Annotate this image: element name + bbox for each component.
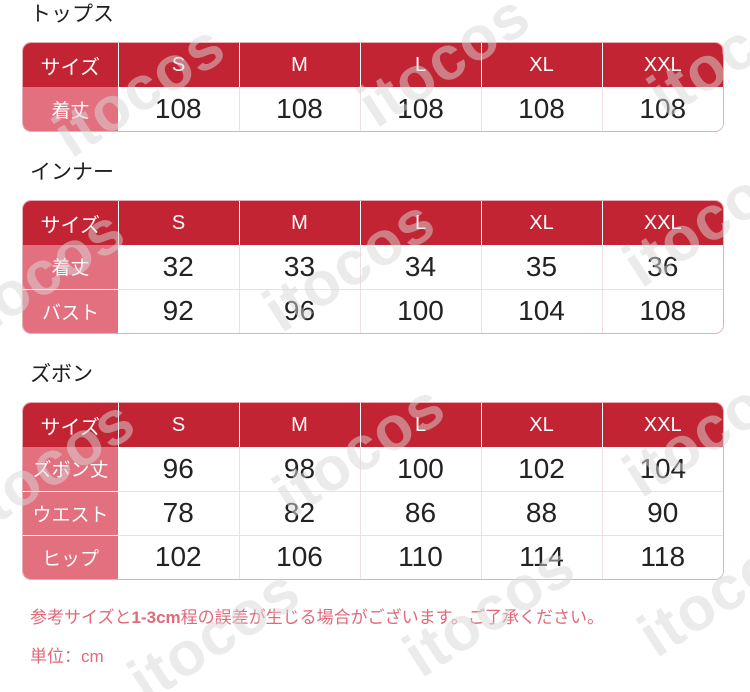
section-title-inner: インナー xyxy=(30,161,114,184)
size-table-inner: サイズ S M L XL XXL 着丈 32 33 34 35 xyxy=(22,200,724,334)
disclaimer-tolerance: 1-3cm xyxy=(131,608,181,627)
size-table: サイズ S M L XL XXL ズボン丈 96 98 100 102 xyxy=(23,403,723,579)
size-chart-page: トップス サイズ S M L XL XXL 着丈 xyxy=(0,0,750,668)
size-value-cell: 82 xyxy=(238,490,360,535)
size-value-cell: 108 xyxy=(601,288,723,333)
footer-notes: 参考サイズと1-3cm程の誤差が生じる場合がございます。ご了承ください。 単位：… xyxy=(30,607,750,668)
size-column-header: XL xyxy=(480,403,602,447)
size-value-cell: 104 xyxy=(601,447,723,491)
size-value-cell: 108 xyxy=(601,87,723,131)
size-value-cell: 96 xyxy=(118,447,239,491)
size-value-cell: 106 xyxy=(238,534,360,579)
size-table: サイズ S M L XL XXL 着丈 108 108 108 108 xyxy=(23,43,723,131)
size-section-tops: トップス サイズ S M L XL XXL 着丈 xyxy=(0,0,750,132)
size-value-cell: 108 xyxy=(238,87,360,131)
disclaimer-prefix: 参考サイズと xyxy=(30,608,132,627)
table-header-row: サイズ S M L XL XXL xyxy=(23,403,723,447)
size-column-header: S xyxy=(117,201,239,245)
section-title-tops: トップス xyxy=(30,3,114,26)
table-row: ヒップ 102 106 110 114 118 xyxy=(23,534,723,579)
size-column-header: M xyxy=(238,403,360,447)
size-value-cell: 98 xyxy=(238,447,360,491)
disclaimer-note: 参考サイズと1-3cm程の誤差が生じる場合がございます。ご了承ください。 xyxy=(30,607,750,629)
size-section-pants: ズボン サイズ S M L XL XXL ズボン丈 xyxy=(0,334,750,580)
table-row: バスト 92 96 100 104 108 xyxy=(23,288,723,333)
measure-row-label: ズボン丈 xyxy=(23,447,118,491)
size-table-pants: サイズ S M L XL XXL ズボン丈 96 98 100 102 xyxy=(22,402,724,580)
size-value-cell: 110 xyxy=(359,534,481,579)
size-column-header: XXL xyxy=(601,43,723,87)
section-title-pants: ズボン xyxy=(30,363,93,386)
size-value-cell: 35 xyxy=(480,245,602,289)
table-row: ウエスト 78 82 86 88 90 xyxy=(23,490,723,535)
size-label-header-cell: サイズ xyxy=(23,43,118,87)
table-header-row: サイズ S M L XL XXL xyxy=(23,43,723,87)
size-table-tops: サイズ S M L XL XXL 着丈 108 108 108 108 xyxy=(22,42,724,132)
measure-row-label: 着丈 xyxy=(23,245,118,289)
size-value-cell: 102 xyxy=(480,447,602,491)
size-value-cell: 96 xyxy=(238,288,360,333)
size-column-header: S xyxy=(117,403,239,447)
size-column-header: XXL xyxy=(601,403,723,447)
size-value-cell: 34 xyxy=(359,245,481,289)
size-column-header: M xyxy=(238,43,360,87)
measure-row-label: ウエスト xyxy=(23,490,118,535)
unit-note: 単位：cm xyxy=(30,647,104,666)
size-value-cell: 108 xyxy=(480,87,602,131)
measure-row-label: ヒップ xyxy=(23,534,118,579)
size-value-cell: 100 xyxy=(359,447,481,491)
table-row: 着丈 32 33 34 35 36 xyxy=(23,245,723,289)
disclaimer-suffix: 程の誤差が生じる場合がございます。ご了承ください。 xyxy=(180,608,604,627)
size-value-cell: 108 xyxy=(359,87,481,131)
table-row: ズボン丈 96 98 100 102 104 xyxy=(23,447,723,491)
size-value-cell: 90 xyxy=(601,490,723,535)
size-section-inner: インナー サイズ S M L XL XXL 着丈 xyxy=(0,132,750,334)
size-column-header: L xyxy=(359,403,481,447)
size-value-cell: 92 xyxy=(118,288,239,333)
size-column-header: XL xyxy=(480,43,602,87)
size-value-cell: 118 xyxy=(601,534,723,579)
size-table: サイズ S M L XL XXL 着丈 32 33 34 35 xyxy=(23,201,723,333)
size-value-cell: 100 xyxy=(359,288,481,333)
size-column-header: XXL xyxy=(601,201,723,245)
table-row: 着丈 108 108 108 108 108 xyxy=(23,87,723,131)
size-value-cell: 86 xyxy=(359,490,481,535)
size-column-header: L xyxy=(359,43,481,87)
size-value-cell: 32 xyxy=(118,245,239,289)
measure-row-label: 着丈 xyxy=(23,87,118,131)
size-value-cell: 33 xyxy=(238,245,360,289)
size-value-cell: 88 xyxy=(480,490,602,535)
measure-row-label: バスト xyxy=(23,288,118,333)
size-column-header: M xyxy=(238,201,360,245)
size-column-header: L xyxy=(359,201,481,245)
size-value-cell: 114 xyxy=(480,534,602,579)
size-label-header-cell: サイズ xyxy=(23,201,118,245)
size-column-header: XL xyxy=(480,201,602,245)
size-label-header-cell: サイズ xyxy=(23,403,118,447)
size-value-cell: 104 xyxy=(480,288,602,333)
size-value-cell: 78 xyxy=(118,490,239,535)
size-value-cell: 36 xyxy=(601,245,723,289)
table-header-row: サイズ S M L XL XXL xyxy=(23,201,723,245)
size-column-header: S xyxy=(117,43,239,87)
size-value-cell: 102 xyxy=(118,534,239,579)
size-value-cell: 108 xyxy=(118,87,239,131)
